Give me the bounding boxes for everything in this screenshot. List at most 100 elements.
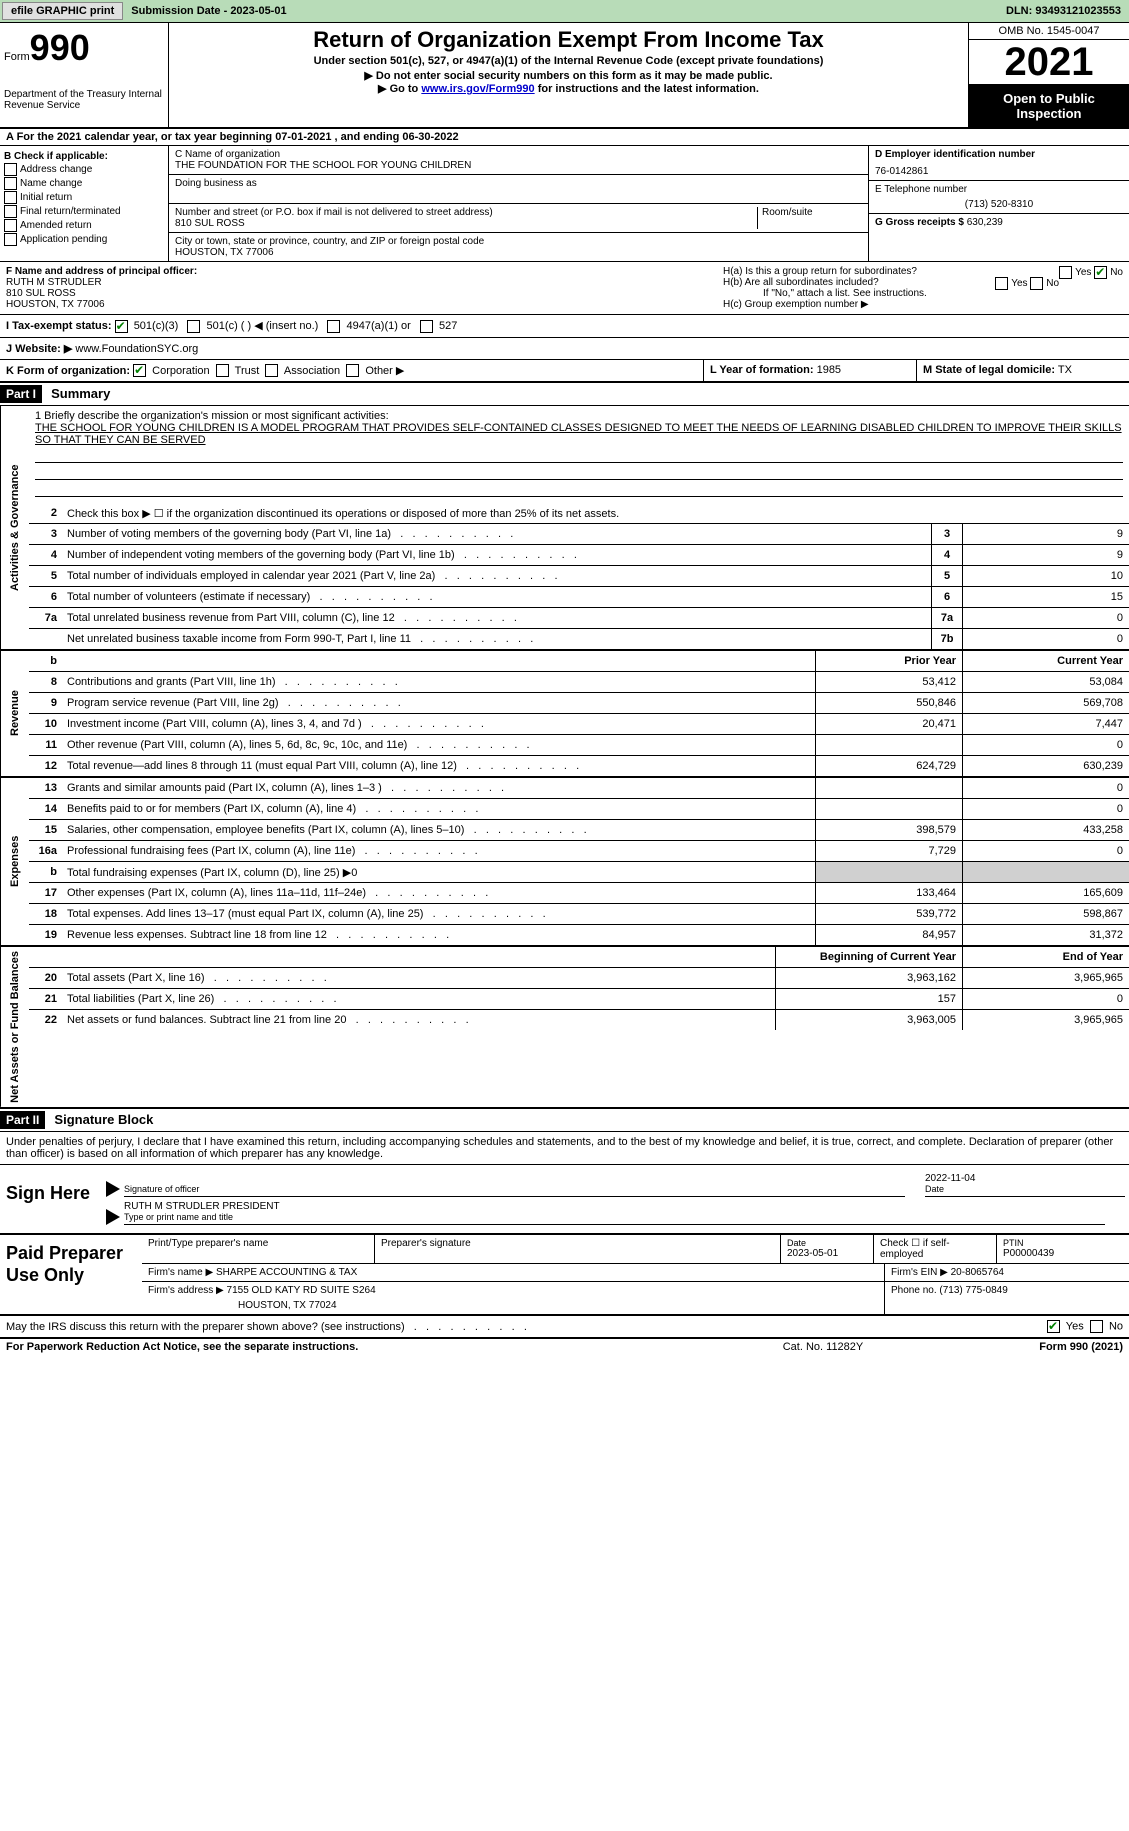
- hb-note: If "No," attach a list. See instructions…: [723, 288, 1123, 299]
- note-post: for instructions and the latest informat…: [535, 83, 759, 95]
- row-tax-exempt: I Tax-exempt status: 501(c)(3) 501(c) ( …: [0, 315, 1129, 338]
- efile-button[interactable]: efile GRAPHIC print: [2, 2, 123, 20]
- expenses-block: Expenses 13 Grants and similar amounts p…: [0, 778, 1129, 947]
- netassets-header-row: Beginning of Current Year End of Year: [29, 947, 1129, 968]
- officer-signature-line: Signature of officer: [124, 1173, 905, 1197]
- table-row: b Total fundraising expenses (Part IX, c…: [29, 862, 1129, 883]
- irs-link[interactable]: www.irs.gov/Form990: [421, 83, 534, 95]
- chk-association[interactable]: [265, 364, 278, 377]
- website-label: J Website: ▶: [6, 343, 72, 355]
- tax-year: 2021: [969, 40, 1129, 85]
- chk-amended-return[interactable]: Amended return: [4, 219, 164, 232]
- revenue-header-row: b Prior Year Current Year: [29, 651, 1129, 672]
- table-row: 5 Total number of individuals employed i…: [29, 566, 1129, 587]
- opt-4947: 4947(a)(1) or: [347, 320, 411, 332]
- current-year-header: Current Year: [962, 651, 1129, 671]
- side-label-activities: Activities & Governance: [0, 406, 29, 649]
- chk-initial-return[interactable]: Initial return: [4, 191, 164, 204]
- ein-value: 76-0142861: [875, 166, 1123, 177]
- chk-527[interactable]: [420, 320, 433, 333]
- ein-cell: D Employer identification number 76-0142…: [869, 146, 1129, 181]
- side-label-netassets: Net Assets or Fund Balances: [0, 947, 29, 1107]
- table-row: 4 Number of independent voting members o…: [29, 545, 1129, 566]
- officer-addr2: HOUSTON, TX 77006: [6, 299, 711, 310]
- hc-label: H(c) Group exemption number ▶: [723, 299, 1123, 310]
- chk-application-pending[interactable]: Application pending: [4, 233, 164, 246]
- chk-501c3[interactable]: [115, 320, 128, 333]
- row-officer-group: F Name and address of principal officer:…: [0, 262, 1129, 315]
- form-number: Form990: [4, 27, 164, 69]
- form-subtitle: Under section 501(c), 527, or 4947(a)(1)…: [173, 55, 964, 67]
- chk-yes[interactable]: [1047, 1320, 1060, 1333]
- chk-other[interactable]: [346, 364, 359, 377]
- self-employed-check[interactable]: Check ☐ if self-employed: [874, 1235, 997, 1263]
- org-name-cell: C Name of organization THE FOUNDATION FO…: [169, 146, 868, 175]
- form-title: Return of Organization Exempt From Incom…: [173, 27, 964, 53]
- prior-year-header: Prior Year: [815, 651, 962, 671]
- chk-4947[interactable]: [327, 320, 340, 333]
- room-label: Room/suite: [762, 207, 862, 218]
- preparer-name-label: Print/Type preparer's name: [142, 1235, 375, 1263]
- preparer-date: Date 2023-05-01: [781, 1235, 874, 1263]
- chk-name-change[interactable]: Name change: [4, 177, 164, 190]
- section-applicant-info: B Check if applicable: Address change Na…: [0, 146, 1129, 262]
- table-row: 18 Total expenses. Add lines 13–17 (must…: [29, 904, 1129, 925]
- chk-address-change[interactable]: Address change: [4, 163, 164, 176]
- chk-final-return[interactable]: Final return/terminated: [4, 205, 164, 218]
- preparer-row-3: Firm's address ▶ 7155 OLD KATY RD SUITE …: [142, 1282, 1129, 1314]
- opt-501c: 501(c) ( ) ◀ (insert no.): [207, 320, 319, 332]
- org-name: THE FOUNDATION FOR THE SCHOOL FOR YOUNG …: [175, 160, 862, 171]
- city-label: City or town, state or province, country…: [175, 236, 862, 247]
- form-990-label: 990: [30, 27, 90, 68]
- dba-label: Doing business as: [175, 178, 862, 189]
- arrow-icon: [106, 1181, 120, 1197]
- year-formation: L Year of formation: 1985: [703, 360, 916, 382]
- telephone-value: (713) 520-8310: [875, 199, 1123, 210]
- line2-desc: Check this box ▶ ☐ if the organization d…: [63, 505, 1129, 522]
- irs-discuss-question: May the IRS discuss this return with the…: [6, 1321, 1047, 1333]
- part2-header: Part II Signature Block: [0, 1109, 1129, 1132]
- note-pre: ▶ Go to: [378, 83, 421, 95]
- part2-badge: Part II: [0, 1111, 45, 1129]
- sign-here-label: Sign Here: [0, 1165, 102, 1233]
- omb-number: OMB No. 1545-0047: [969, 23, 1129, 40]
- form-footer-label: Form 990 (2021): [923, 1341, 1123, 1353]
- side-label-expenses: Expenses: [0, 778, 29, 945]
- cat-number: Cat. No. 11282Y: [723, 1341, 923, 1353]
- end-year-header: End of Year: [962, 947, 1129, 967]
- officer-addr1: 810 SUL ROSS: [6, 288, 711, 299]
- column-b-checkboxes: B Check if applicable: Address change Na…: [0, 146, 169, 261]
- form-org-label: K Form of organization:: [6, 365, 130, 377]
- activities-governance-block: Activities & Governance 1 Briefly descri…: [0, 406, 1129, 651]
- chk-trust[interactable]: [216, 364, 229, 377]
- dln: DLN: 93493121023553: [1006, 5, 1129, 17]
- chk-501c[interactable]: [187, 320, 200, 333]
- row-website: J Website: ▶ www.FoundationSYC.org: [0, 338, 1129, 360]
- sign-here-block: Sign Here Signature of officer 2022-11-0…: [0, 1165, 1129, 1235]
- address-label: Number and street (or P.O. box if mail i…: [175, 207, 757, 218]
- header-middle: Return of Organization Exempt From Incom…: [169, 23, 968, 127]
- gross-receipts-cell: G Gross receipts $ 630,239: [869, 214, 1129, 231]
- row-form-org: K Form of organization: Corporation Trus…: [0, 360, 1129, 384]
- column-c-org-info: C Name of organization THE FOUNDATION FO…: [169, 146, 1129, 261]
- signature-declaration: Under penalties of perjury, I declare th…: [0, 1132, 1129, 1165]
- revenue-block: Revenue b Prior Year Current Year 8 Cont…: [0, 651, 1129, 778]
- chk-no[interactable]: [1090, 1320, 1103, 1333]
- paid-preparer-block: Paid Preparer Use Only Print/Type prepar…: [0, 1235, 1129, 1316]
- chk-corporation[interactable]: [133, 364, 146, 377]
- table-row: 3 Number of voting members of the govern…: [29, 524, 1129, 545]
- beginning-year-header: Beginning of Current Year: [775, 947, 962, 967]
- table-row: 9 Program service revenue (Part VIII, li…: [29, 693, 1129, 714]
- form-header: Form990 Department of the Treasury Inter…: [0, 23, 1129, 129]
- principal-officer: F Name and address of principal officer:…: [0, 262, 717, 314]
- page-footer: For Paperwork Reduction Act Notice, see …: [0, 1339, 1129, 1355]
- table-row: 14 Benefits paid to or for members (Part…: [29, 799, 1129, 820]
- firm-ein-cell: Firm's EIN ▶ 20-8065764: [885, 1264, 1129, 1281]
- part2-title: Signature Block: [48, 1112, 153, 1127]
- officer-name: RUTH M STRUDLER: [6, 277, 711, 288]
- officer-name-line: RUTH M STRUDLER PRESIDENT Type or print …: [124, 1201, 1105, 1225]
- table-row: 13 Grants and similar amounts paid (Part…: [29, 778, 1129, 799]
- open-to-public: Open to Public Inspection: [969, 85, 1129, 127]
- gross-label: G Gross receipts $: [875, 217, 964, 228]
- paperwork-notice: For Paperwork Reduction Act Notice, see …: [6, 1341, 723, 1353]
